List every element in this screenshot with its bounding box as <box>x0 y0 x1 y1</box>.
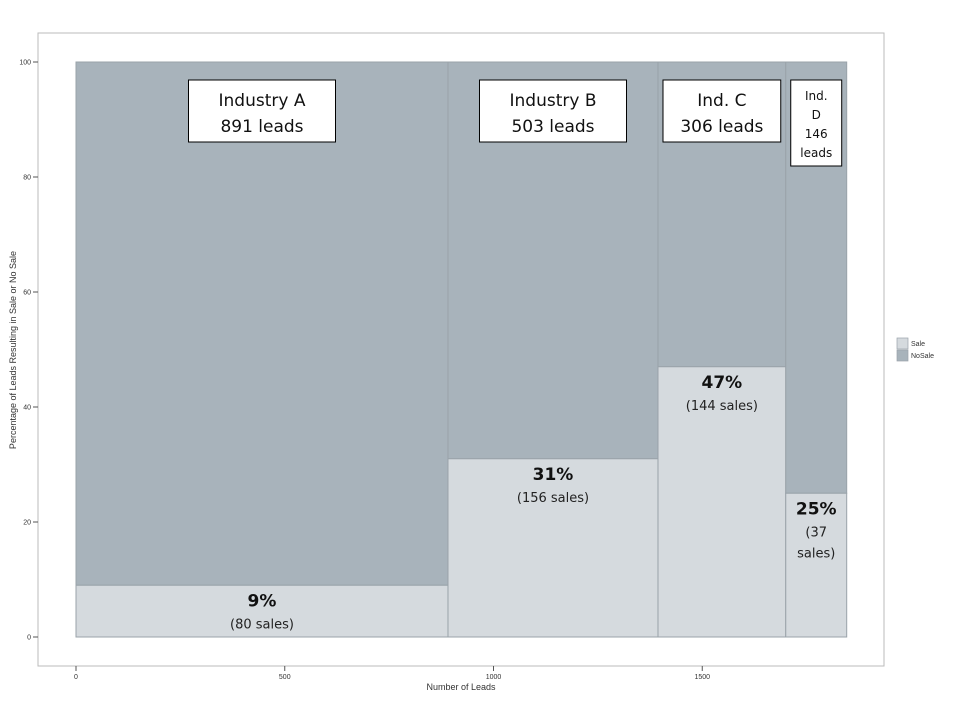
nosale-bar-0 <box>75 61 449 586</box>
x-tick-label-1000: 1000 <box>486 674 502 681</box>
x-axis-title: Number of Leads <box>426 682 496 692</box>
industry-label-line-1-0: Industry B <box>509 91 596 111</box>
legend-label-sale: Sale <box>911 341 925 348</box>
labels-layer: Industry A 891 leads 9% (80 sales) Industry … <box>187 79 843 632</box>
industry-label-line-2-0: Ind. C <box>697 91 746 111</box>
sale-bar-2 <box>657 366 787 638</box>
industry-label-line-3-2: 146 <box>805 127 828 141</box>
industry-label-line-0-1: 891 leads <box>220 117 303 137</box>
industry-label-line-1-1: 503 leads <box>511 117 594 137</box>
x-tick-label-1500: 1500 <box>694 674 710 681</box>
industry-label-box-0 <box>187 79 336 143</box>
industry-label-box-3 <box>790 79 843 167</box>
x-tick-label-500: 500 <box>279 674 291 681</box>
legend-swatch-sale <box>896 337 909 350</box>
sale-percent-label-0: 9% <box>248 591 277 611</box>
sale-bar-1 <box>447 458 659 638</box>
y-tick-label-40: 40 <box>23 405 31 412</box>
industry-label-box-2 <box>662 79 782 143</box>
industry-label-box-1 <box>478 79 627 143</box>
y-tick-label-100: 100 <box>19 60 31 67</box>
legend: Sale NoSale <box>896 337 934 362</box>
y-tick-label-60: 60 <box>23 290 31 297</box>
x-tick-label-0: 0 <box>74 674 78 681</box>
sale-bar-3 <box>785 492 848 638</box>
sale-bar-0 <box>75 584 449 638</box>
legend-label-nosale: NoSale <box>911 353 934 360</box>
sales-count-label-3-0: (37 <box>805 525 827 540</box>
y-tick-label-20: 20 <box>23 520 31 527</box>
industry-label-line-0-0: Industry A <box>219 91 306 111</box>
sale-percent-label-1: 31% <box>533 465 574 485</box>
sales-count-label-0-0: (80 sales) <box>230 617 294 632</box>
industry-label-line-3-0: Ind. <box>805 89 828 103</box>
industry-label-line-2-1: 306 leads <box>680 117 763 137</box>
sales-count-label-3-1: sales) <box>797 546 835 561</box>
y-tick-label-0: 0 <box>27 635 31 642</box>
y-axis-title: Percentage of Leads Resulting in Sale or… <box>8 251 18 449</box>
bars-layer <box>75 61 848 638</box>
industry-label-line-3-1: D <box>812 108 821 122</box>
industry-label-line-3-3: leads <box>800 146 832 160</box>
legend-swatch-nosale <box>896 349 909 362</box>
sales-count-label-2-0: (144 sales) <box>686 399 758 414</box>
y-tick-label-80: 80 <box>23 175 31 182</box>
sales-count-label-1-0: (156 sales) <box>517 491 589 506</box>
sale-percent-label-2: 47% <box>702 373 743 393</box>
sale-percent-label-3: 25% <box>796 499 837 519</box>
